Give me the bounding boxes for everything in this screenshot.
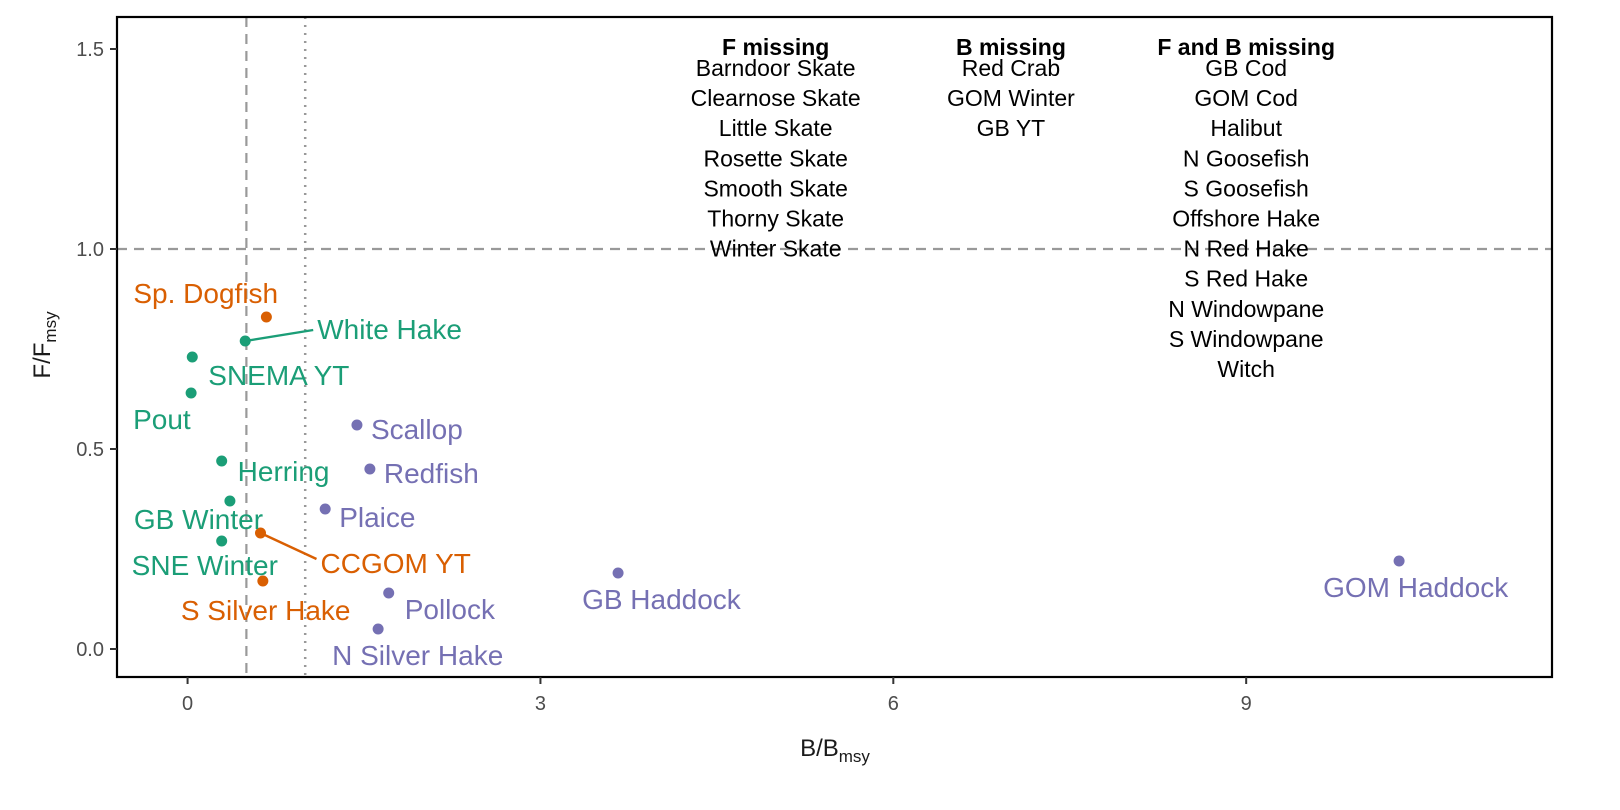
missing-list-item: Rosette Skate	[703, 145, 847, 171]
label-leader-line	[259, 531, 318, 561]
reference-lines	[117, 17, 1552, 677]
point-label: Scallop	[371, 414, 463, 445]
data-point	[612, 567, 624, 579]
data-points	[185, 311, 1405, 635]
point-label: Plaice	[339, 502, 415, 533]
point-label: Herring	[238, 456, 330, 487]
missing-list-item: Red Crab	[962, 55, 1060, 81]
data-point	[364, 463, 376, 475]
data-point	[1393, 555, 1405, 567]
missing-list-heading: F and B missing	[1157, 34, 1335, 60]
missing-list-item: GB YT	[977, 115, 1046, 141]
missing-list-heading: B missing	[956, 34, 1066, 60]
point-label: CCGOM YT	[321, 548, 471, 579]
x-tick-label: 6	[888, 693, 899, 715]
missing-list-item: Offshore Hake	[1172, 206, 1320, 232]
y-tick-label: 1.0	[76, 239, 104, 261]
missing-list-item: Barndoor Skate	[696, 55, 856, 81]
missing-list-item: S Goosefish	[1184, 175, 1309, 201]
y-axis-title: F/Fmsy	[29, 311, 60, 379]
data-point	[257, 575, 269, 587]
point-label: SNE Winter	[132, 550, 278, 581]
x-tick-label: 0	[182, 693, 193, 715]
data-point	[255, 527, 266, 539]
point-label: Sp. Dogfish	[133, 278, 278, 309]
point-label: Pout	[133, 404, 191, 435]
point-label: Redfish	[384, 458, 479, 489]
missing-list-item: N Red Hake	[1184, 236, 1309, 262]
missing-list-item: Little Skate	[719, 115, 833, 141]
missing-list-item: GOM Winter	[947, 85, 1075, 111]
point-label: N Silver Hake	[332, 640, 503, 671]
missing-list-item: Winter Skate	[710, 236, 842, 262]
missing-list-item: GOM Cod	[1194, 85, 1298, 111]
label-leader-line	[245, 328, 314, 343]
x-tick-label: 9	[1241, 693, 1252, 715]
axis-ticks: 0 3 6 9 0.0 0.5 1.0 1.5	[76, 39, 1252, 715]
missing-list-item: Clearnose Skate	[691, 85, 861, 111]
point-label: Pollock	[405, 594, 496, 625]
data-point	[372, 623, 384, 635]
data-point	[185, 387, 197, 399]
missing-list-item: S Red Hake	[1184, 266, 1308, 292]
point-label: GOM Haddock	[1323, 572, 1509, 603]
data-point	[216, 535, 228, 547]
data-point	[319, 503, 331, 515]
y-tick-label: 0.0	[76, 639, 104, 661]
label-leaders	[245, 328, 318, 561]
missing-list-item: Thorny Skate	[707, 206, 844, 232]
point-label: GB Haddock	[582, 584, 742, 615]
data-point	[383, 587, 395, 599]
missing-list-heading: F missing	[722, 34, 829, 60]
missing-list-item: S Windowpane	[1169, 326, 1324, 352]
data-point	[186, 351, 198, 363]
missing-list-item: Witch	[1217, 356, 1275, 382]
y-tick-label: 0.5	[76, 439, 104, 461]
missing-list-item: N Windowpane	[1168, 296, 1324, 322]
data-point	[351, 419, 363, 431]
point-label: S Silver Hake	[181, 595, 351, 626]
data-point	[239, 335, 251, 347]
missing-list-item: Halibut	[1210, 115, 1282, 141]
x-axis-title: B/Bmsy	[800, 735, 870, 766]
point-label: GB Winter	[134, 504, 263, 535]
missing-list-item: GB Cod	[1205, 55, 1287, 81]
data-point	[224, 495, 236, 507]
x-tick-label: 3	[535, 693, 546, 715]
point-label: White Hake	[317, 314, 462, 345]
y-tick-label: 1.5	[76, 39, 104, 61]
point-label: SNEMA YT	[208, 360, 349, 391]
missing-list-item: Smooth Skate	[703, 175, 847, 201]
missing-list-item: N Goosefish	[1183, 145, 1310, 171]
data-point	[216, 455, 228, 467]
point-labels: Sp. Dogfish White Hake SNEMA YT Pout Herring…	[132, 278, 1510, 671]
plot-frame	[115, 15, 1554, 679]
data-point	[260, 311, 272, 323]
